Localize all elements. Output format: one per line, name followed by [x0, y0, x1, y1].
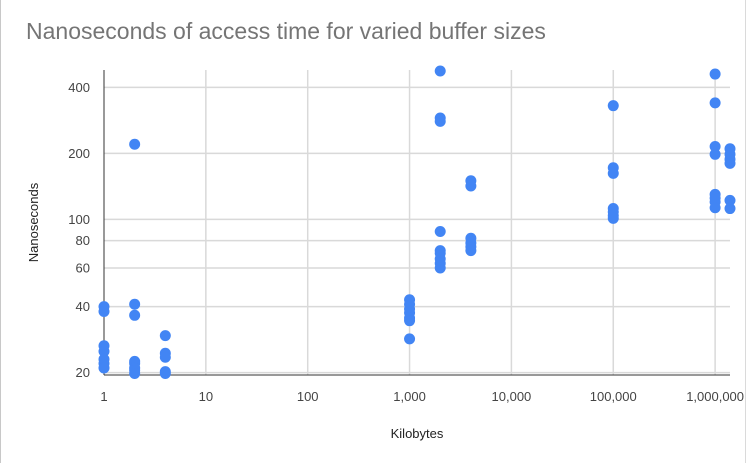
x-tick-label: 1,000,000: [686, 389, 744, 404]
x-tick-label: 100: [297, 389, 319, 404]
y-tick-label: 60: [76, 260, 90, 275]
frame-border-right: [745, 0, 746, 463]
data-point: [404, 333, 416, 345]
y-tick-label: 80: [76, 233, 90, 248]
data-point: [607, 167, 619, 179]
data-point: [129, 368, 141, 380]
data-point: [465, 180, 477, 192]
data-point: [709, 140, 721, 152]
chart-title: Nanoseconds of access time for varied bu…: [26, 18, 546, 44]
y-axis-label: Nanoseconds: [26, 182, 41, 262]
y-tick-label: 100: [68, 212, 90, 227]
data-point: [724, 157, 736, 169]
data-point: [159, 351, 171, 363]
y-tick-label: 40: [76, 299, 90, 314]
x-tick-label: 10,000: [492, 389, 532, 404]
axes: [103, 70, 730, 376]
data-point: [709, 97, 721, 109]
data-point: [129, 309, 141, 321]
data-point: [709, 202, 721, 214]
x-tick-label: 1: [100, 389, 107, 404]
x-tick-label: 1,000: [393, 389, 426, 404]
x-tick-label: 100,000: [590, 389, 637, 404]
data-point: [709, 68, 721, 80]
x-tick-label: 10: [199, 389, 213, 404]
y-tick-label: 200: [68, 146, 90, 161]
y-tick-label: 20: [76, 365, 90, 380]
data-point: [98, 305, 110, 317]
data-point: [709, 148, 721, 160]
data-point: [434, 262, 446, 274]
data-point: [724, 194, 736, 206]
x-axis-label: Kilobytes: [391, 426, 444, 441]
y-tick-label: 400: [68, 80, 90, 95]
data-point: [434, 65, 446, 77]
data-point: [159, 330, 171, 342]
data-point: [465, 245, 477, 257]
tick-labels: 1 10 100 1,000 10,000 100,000 1,000,000 20 40 60 8…: [68, 80, 744, 404]
data-point: [724, 203, 736, 215]
data-point: [404, 315, 416, 327]
data-point: [607, 212, 619, 224]
data-point: [129, 138, 141, 150]
data-point: [98, 362, 110, 374]
data-points: [98, 65, 736, 380]
frame-border-left: [0, 0, 1, 463]
data-point: [607, 100, 619, 112]
data-point: [434, 115, 446, 127]
data-point: [434, 226, 446, 238]
grid-lines: [104, 70, 730, 375]
data-point: [159, 368, 171, 380]
data-point: [98, 345, 110, 357]
data-point: [129, 298, 141, 310]
